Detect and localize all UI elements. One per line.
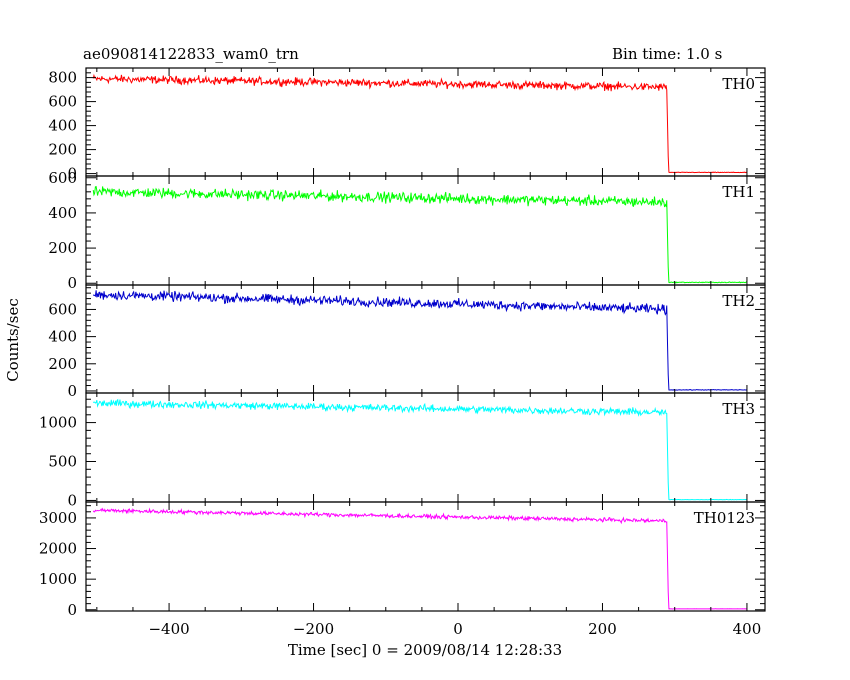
- panel-th0123-frame: [85, 501, 766, 612]
- y-tick-label: 500: [48, 453, 77, 471]
- series-th0123-line: [92, 507, 747, 610]
- y-tick-label: 2000: [39, 540, 77, 558]
- x-tick-label: 0: [453, 620, 463, 638]
- series-th2-line: [92, 290, 748, 391]
- y-tick-label: 0: [67, 491, 77, 509]
- y-tick-label: 1000: [39, 570, 77, 588]
- y-tick-label: 1000: [39, 414, 77, 432]
- y-tick-label: 200: [48, 355, 77, 373]
- panel-th2-label: TH2: [722, 292, 755, 310]
- y-tick-label: 400: [48, 117, 77, 135]
- series-th1-line: [92, 185, 748, 284]
- x-tick-label: 200: [588, 620, 617, 638]
- y-axis-label: Counts/sec: [4, 298, 22, 382]
- y-tick-label: 800: [48, 69, 77, 87]
- y-tick-label: 0: [67, 274, 77, 292]
- panel-th3-label: TH3: [722, 400, 755, 418]
- y-tick-label: 600: [48, 169, 77, 187]
- x-tick-label: −400: [148, 620, 189, 638]
- chart-title: ae090814122833_wam0_trn: [83, 45, 299, 63]
- y-tick-label: 0: [67, 601, 77, 619]
- x-axis-label: Time [sec] 0 = 2009/08/14 12:28:33: [288, 641, 562, 659]
- bin-time-label: Bin time: 1.0 s: [612, 45, 723, 63]
- y-tick-label: 600: [48, 93, 77, 111]
- series-th3-line: [92, 398, 748, 501]
- y-tick-label: 0: [67, 165, 77, 183]
- y-tick-label: 0: [67, 382, 77, 400]
- y-tick-label: 200: [48, 141, 77, 159]
- panel-th0-label: TH0: [722, 75, 755, 93]
- panel-th0123-label: TH0123: [694, 509, 755, 527]
- y-tick-label: 3000: [39, 509, 77, 527]
- panel-th1-frame: [85, 175, 766, 286]
- y-tick-label: 400: [48, 328, 77, 346]
- series-th0-line: [92, 73, 748, 174]
- x-tick-label: 400: [733, 620, 762, 638]
- panel-th1-label: TH1: [722, 183, 755, 201]
- x-tick-label: −200: [293, 620, 334, 638]
- y-tick-label: 600: [48, 300, 77, 318]
- y-tick-label: 200: [48, 239, 77, 257]
- panel-th2-frame: [85, 284, 766, 394]
- y-tick-label: 400: [48, 204, 77, 222]
